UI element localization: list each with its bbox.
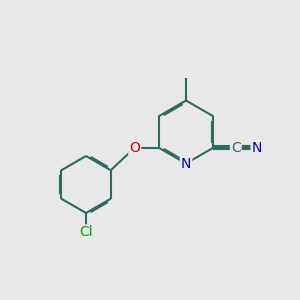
Text: Cl: Cl (79, 226, 93, 239)
Text: O: O (129, 141, 140, 155)
Text: N: N (181, 157, 191, 170)
Text: N: N (252, 141, 262, 155)
Text: C: C (231, 141, 241, 155)
